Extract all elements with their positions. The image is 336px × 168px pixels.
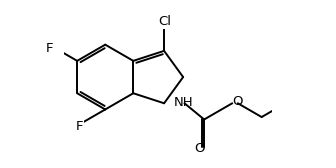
Text: NH: NH [173,96,193,109]
Text: F: F [46,42,53,55]
Text: Cl: Cl [159,15,171,28]
Text: F: F [76,120,83,133]
Text: O: O [232,95,243,108]
Text: O: O [194,142,204,155]
